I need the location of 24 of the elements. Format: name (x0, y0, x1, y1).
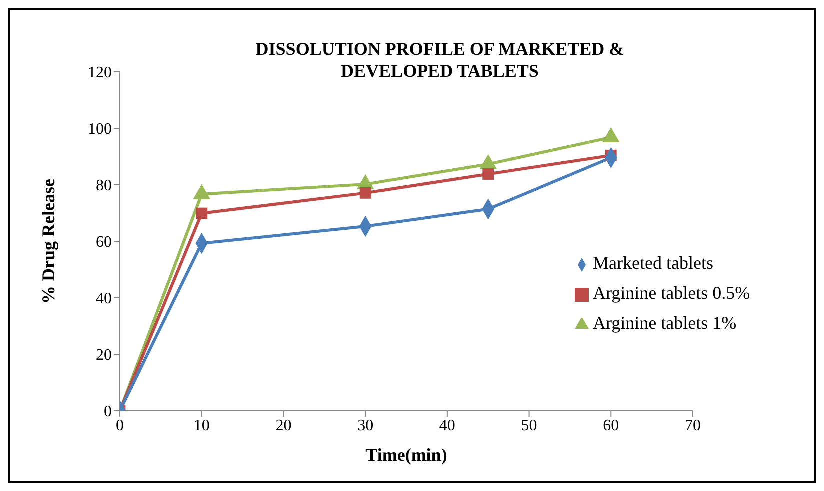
x-tick-label: 50 (521, 417, 538, 434)
y-tick-label: 120 (88, 64, 112, 82)
y-tick-label: 60 (96, 234, 112, 252)
x-tick-label: 10 (194, 417, 210, 434)
y-tick-label: 20 (96, 347, 112, 364)
y-tick-label: 0 (104, 404, 112, 421)
y-tick-label: 80 (96, 178, 112, 195)
chart-title: DISSOLUTION PROFILE OF MARKETED & DEVELOPED TABLETS (254, 38, 626, 82)
x-tick-label: 30 (358, 417, 374, 434)
point (482, 168, 494, 180)
y-tick-label: 40 (96, 290, 112, 308)
point (360, 187, 372, 199)
x-tick-label: 40 (439, 417, 456, 434)
legend-label: Marketed tablets (593, 253, 714, 273)
legend-label: Arginine tablets 1% (593, 313, 737, 333)
x-tick-label: 20 (276, 417, 292, 434)
x-tick-label: 70 (685, 417, 701, 434)
x-axis-title: Time(min) (366, 445, 448, 465)
y-axis-title: % Drug Release (38, 179, 58, 304)
legend-label: Arginine tablets 0.5% (593, 283, 750, 303)
x-tick-label: 0 (116, 417, 124, 434)
y-tick-label: 100 (88, 121, 112, 138)
x-tick-label: 60 (603, 417, 620, 434)
point (196, 208, 208, 220)
